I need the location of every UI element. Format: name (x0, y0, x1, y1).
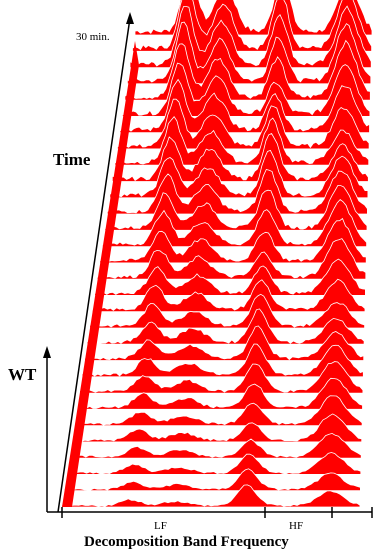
wt-trace-13 (91, 278, 366, 313)
wt-trace-4 (69, 432, 362, 459)
wt-trace-3 (66, 452, 362, 475)
time-axis (57, 17, 131, 513)
wt-trace-19 (106, 169, 368, 215)
y-axis-label: WT (8, 365, 37, 384)
wt-trace-17 (101, 198, 367, 247)
wt-trace-6 (74, 395, 363, 426)
wt-trace-1 (61, 484, 361, 508)
time-axis-arrow (126, 12, 134, 24)
wt-trace-14 (94, 258, 366, 296)
band-label-lf: LF (154, 520, 167, 532)
wt-trace-9 (81, 343, 364, 378)
side-wedge (62, 41, 139, 507)
wt-trace-8 (79, 361, 364, 394)
wt-trace-15 (96, 238, 367, 280)
wt-trace-2 (64, 468, 361, 492)
time-max-label: 30 min. (76, 31, 110, 43)
wt-trace-18 (104, 184, 368, 231)
wt-axis-arrow (43, 346, 51, 358)
wt-trace-7 (76, 377, 363, 410)
wt-trace-16 (99, 217, 367, 264)
wt-trace-5 (71, 413, 363, 443)
time-axis-label: Time (53, 150, 91, 169)
band-label-hf: HF (289, 520, 304, 532)
x-axis-label: Decomposition Band Frequency (84, 534, 289, 550)
wt-trace-11 (86, 308, 365, 345)
wt-trace-10 (84, 325, 365, 361)
wt-trace-12 (89, 293, 365, 329)
